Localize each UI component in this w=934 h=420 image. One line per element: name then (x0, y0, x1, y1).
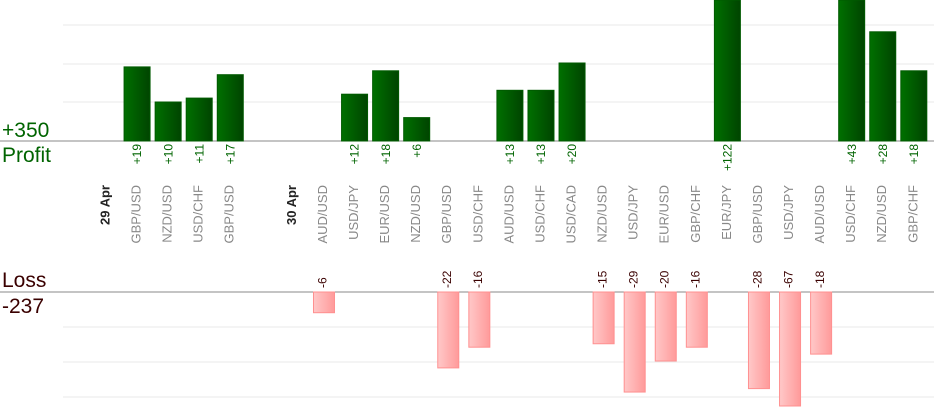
loss-bar (779, 291, 802, 407)
pair-label: GBP/USD (129, 185, 144, 244)
loss-bar (747, 291, 770, 390)
loss-bar (468, 291, 491, 348)
loss-bar (312, 291, 335, 314)
pair-label: NZD/USD (595, 185, 610, 243)
loss-label: Loss (2, 269, 47, 292)
profit-bar (341, 93, 369, 142)
profit-value-label: +18 (379, 144, 393, 165)
pair-label: AUD/USD (315, 185, 330, 244)
profit-bar (154, 101, 182, 142)
profit-value-label: +122 (721, 144, 735, 171)
pair-label: GBP/USD (750, 185, 765, 244)
pair-label: GBP/CHF (688, 185, 703, 243)
loss-value-label: -22 (440, 270, 454, 288)
pair-label: USD/CHF (532, 185, 547, 243)
pair-label: AUD/USD (501, 185, 516, 244)
loss-bar (592, 291, 615, 345)
pair-label: USD/CHF (191, 185, 206, 243)
profit-bar (838, 0, 866, 142)
profit-total: +350 (2, 119, 50, 142)
profit-value-label: +28 (876, 144, 890, 165)
profit-value-label: +11 (192, 144, 206, 164)
loss-value-label: -15 (595, 270, 609, 288)
pair-label: GBP/CHF (905, 185, 920, 243)
loss-value-label: -28 (751, 270, 765, 288)
profit-bar (869, 31, 897, 142)
profit-bar (216, 74, 244, 142)
pair-label: USD/JPY (626, 185, 641, 240)
pair-label: NZD/USD (408, 185, 423, 243)
profit-value-label: +43 (845, 144, 859, 165)
loss-bar (685, 291, 708, 348)
loss-value-label: -16 (471, 270, 485, 288)
loss-bar (654, 291, 677, 362)
loss-value-label: -16 (689, 270, 703, 288)
pair-label: USD/JPY (781, 185, 796, 240)
profit-value-label: +19 (130, 144, 144, 165)
loss-value-label: -29 (626, 270, 640, 288)
pair-label: EUR/JPY (719, 185, 734, 240)
loss-value-label: -20 (657, 270, 671, 288)
profit-bar (527, 89, 555, 142)
loss-bar (437, 291, 460, 369)
loss-bar (623, 291, 646, 393)
profit-value-label: +18 (907, 144, 921, 165)
loss-value-label: -6 (316, 277, 330, 288)
pair-label: GBP/USD (439, 185, 454, 244)
profit-value-label: +13 (534, 144, 548, 165)
pair-label: USD/CAD (563, 185, 578, 244)
pair-label: USD/JPY (346, 185, 361, 240)
profit-bar (403, 117, 431, 142)
profit-bar (496, 89, 524, 142)
pair-label: AUD/USD (812, 185, 827, 244)
profit-value-label: +6 (410, 144, 424, 158)
profit-label: Profit (2, 144, 52, 167)
profit-value-label: +17 (223, 144, 237, 165)
pair-label: EUR/USD (657, 185, 672, 244)
profit-bar (558, 62, 586, 142)
profit-value-label: +12 (348, 144, 362, 165)
date-label: 29 Apr (97, 185, 112, 225)
pair-label: GBP/USD (222, 185, 237, 244)
pair-label: EUR/USD (377, 185, 392, 244)
loss-value-label: -18 (813, 270, 827, 288)
loss-bar (810, 291, 833, 355)
profit-value-label: +20 (565, 144, 579, 165)
profit-bar (123, 66, 151, 142)
profit-bar (185, 97, 213, 142)
profit-value-label: +10 (161, 144, 175, 165)
loss-value-label: -67 (782, 270, 796, 288)
profit-bar (372, 70, 400, 142)
pair-label: USD/CHF (470, 185, 485, 243)
profit-bar (900, 70, 928, 142)
profit-value-label: +13 (503, 144, 517, 165)
loss-total: -237 (2, 295, 45, 318)
pair-label: NZD/USD (874, 185, 889, 243)
pair-label: NZD/USD (160, 185, 175, 243)
profit-bar (713, 0, 741, 142)
date-label: 30 Apr (284, 185, 299, 225)
pair-label: USD/CHF (843, 185, 858, 243)
